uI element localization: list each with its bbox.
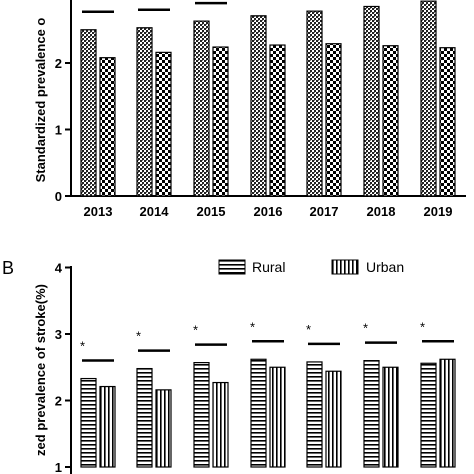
panel-b-bar-2019-s1 [439,358,456,468]
panel-a-bars [80,0,456,197]
panel-a-bar-2019-s0 [420,0,437,197]
panel-b-y-tick-label: 2 [55,394,62,409]
panel-b-bar-2015-s0 [193,361,210,468]
panel-b-significance: * * * * * * * [80,319,454,362]
panel-a-bar-2017-s0 [306,10,323,197]
panel-a-x-tick-label: 2015 [197,204,226,219]
panel-a-x-tick-label: 2019 [424,204,453,219]
legend-rural-label: Rural [252,259,285,275]
panel-a-bar-2015-s0 [193,20,210,197]
panel-b-y-tick-label: 3 [55,327,62,342]
panel-a-y-tick-label: 1 [55,123,62,138]
panel-b-bar-2016-s0 [250,358,267,468]
panel-a-bar-2018-s1 [382,45,399,197]
panel-b-bar-2016-s1 [269,366,286,468]
panel-b-label: B [2,258,14,278]
legend-urban-swatch [331,259,359,275]
panel-a-x-tick-label: 2014 [140,204,170,219]
panel-a-x-tick-labels: 2013 2014 2015 2016 2017 2018 2019 [84,204,453,219]
panel-b-bar-2013-s0 [80,377,97,468]
panel-a-significance-star-2013: * [80,0,85,5]
panel-a-bar-2019-s1 [439,47,456,197]
panel-b-bar-2014-s1 [155,389,172,468]
panel-b-bar-2015-s1 [212,381,229,468]
panel-b-bar-2017-s1 [325,370,342,468]
panel-a-x-tick-label: 2018 [367,204,396,219]
panel-b-significance-star-2014: * [136,329,141,344]
panel-a-bar-2016-s1 [269,44,286,197]
panel-b-bar-2013-s1 [99,385,116,468]
panel-a-bar-2018-s0 [363,5,380,197]
panel-b-y-tick-label: 4 [55,261,63,276]
panel-b-legend: Rural Urban [218,259,404,275]
panel-b-y-ticks: 1 2 3 4 [55,261,71,474]
panel-a-chart: Standardized prevalence o 0 1 2 * 2013 2014… [33,0,466,219]
panel-a-y-ticks: 0 1 2 [55,56,71,204]
panel-b-significance-star-2015: * [193,323,198,338]
panel-b-y-tick-label: 1 [55,460,62,474]
panel-b-significance-star-2013: * [80,339,85,354]
panel-a-x-tick-label: 2016 [254,204,283,219]
panel-a-y-axis-title: Standardized prevalence o [33,18,48,183]
panel-b-significance-star-2019: * [420,319,425,334]
panel-a-bar-2013-s0 [80,29,97,197]
panel-a-bar-2014-s1 [155,51,172,197]
panel-b-bar-2017-s0 [306,361,323,468]
panel-a-x-tick-label: 2013 [84,204,113,219]
legend-urban-label: Urban [366,259,404,275]
panel-b-bar-2018-s1 [382,366,399,468]
panel-b-significance-star-2018: * [363,321,368,336]
panel-b-bars [80,358,456,468]
panel-b-bar-2019-s0 [420,362,437,468]
panel-a-bar-2013-s1 [99,57,116,197]
panel-a-y-tick-label: 2 [55,56,62,71]
panel-a-y-tick-label: 0 [55,189,62,204]
panel-b-significance-star-2016: * [250,319,255,334]
panel-a-significance: * [80,0,227,13]
panel-b-significance-star-2017: * [306,322,311,337]
panel-b-bar-2014-s0 [136,367,153,468]
panel-a-x-tick-label: 2017 [310,204,339,219]
panel-b-bar-2018-s0 [363,360,380,468]
panel-b-y-axis-title: zed prevalence of stroke(%) [33,284,48,456]
panel-a-bar-2017-s1 [325,43,342,197]
panel-a-bar-2014-s0 [136,27,153,197]
panel-a-bar-2015-s1 [212,46,229,197]
panel-a-bar-2016-s0 [250,15,267,197]
legend-rural-swatch [218,259,246,275]
